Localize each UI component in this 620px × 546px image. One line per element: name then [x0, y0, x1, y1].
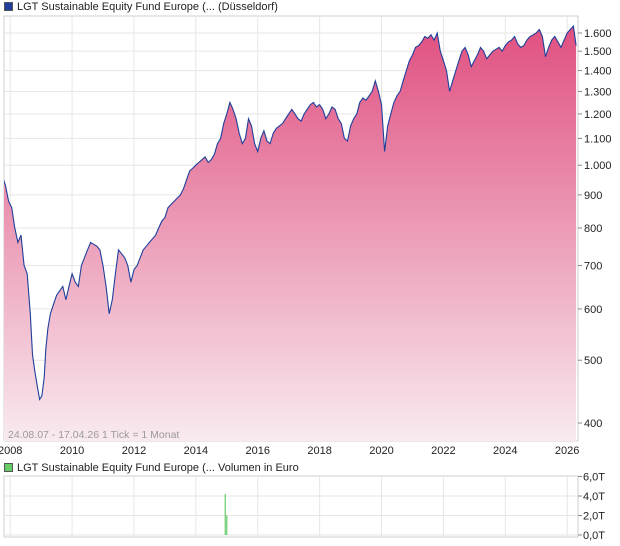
x-axis-tick-label: 2016	[245, 445, 269, 457]
x-axis-tick-label: 2014	[184, 445, 208, 457]
volume-y-tick-label: 2,0T	[583, 511, 605, 523]
price-y-tick-label: 1.400	[584, 66, 612, 78]
price-y-tick-label: 800	[584, 223, 602, 235]
x-axis-tick-label: 2020	[369, 445, 393, 457]
price-y-tick-label: 1.200	[584, 109, 612, 121]
price-y-tick-label: 400	[584, 418, 602, 430]
price-panel: 400 500 600 700 800 900 1.000 1.100 1.200 1.300 1.…	[0, 15, 612, 457]
volume-y-tick-label: 4,0T	[583, 491, 605, 503]
price-y-tick-label: 1.000	[584, 160, 612, 172]
price-y-tick-label: 700	[584, 261, 602, 273]
x-axis-tick-label: 2008	[0, 445, 22, 457]
price-line	[4, 24, 577, 401]
price-legend-swatch	[4, 2, 13, 11]
price-y-tick-label: 1.500	[584, 46, 612, 58]
price-y-tick-label: 1.600	[584, 28, 612, 40]
x-axis-tick-label: 2022	[431, 445, 455, 457]
volume-plot-frame	[3, 475, 579, 538]
price-y-tick-label: 500	[584, 355, 602, 367]
price-area	[4, 26, 577, 441]
x-axis-tick-label: 2010	[60, 445, 84, 457]
price-y-tick-label: 1.100	[584, 133, 612, 145]
x-axis-tick-label: 2024	[493, 445, 517, 457]
volume-legend-swatch	[4, 463, 13, 472]
volume-legend-label: LGT Sustainable Equity Fund Europe (... …	[17, 462, 299, 474]
x-axis-tick-label: 2026	[555, 445, 579, 457]
x-axis-tick-label: 2018	[307, 445, 331, 457]
price-y-tick-label: 900	[584, 190, 602, 202]
x-axis-tick-label: 2012	[122, 445, 146, 457]
price-legend-label: LGT Sustainable Equity Fund Europe (... …	[17, 1, 278, 13]
volume-legend: LGT Sustainable Equity Fund Europe (... …	[4, 462, 299, 474]
price-legend: LGT Sustainable Equity Fund Europe (... …	[4, 1, 278, 13]
price-y-tick-label: 600	[584, 304, 602, 316]
price-y-tick-label: 1.300	[584, 86, 612, 98]
volume-y-tick-label: 0,0T	[583, 530, 605, 542]
volume-y-tick-label: 6,0T	[583, 472, 605, 484]
volume-panel: 0,0T 2,0T 4,0T 6,0T	[3, 472, 605, 542]
date-range-info: 24.08.07 - 17.04.26 1 Tick = 1 Monat	[8, 429, 179, 441]
